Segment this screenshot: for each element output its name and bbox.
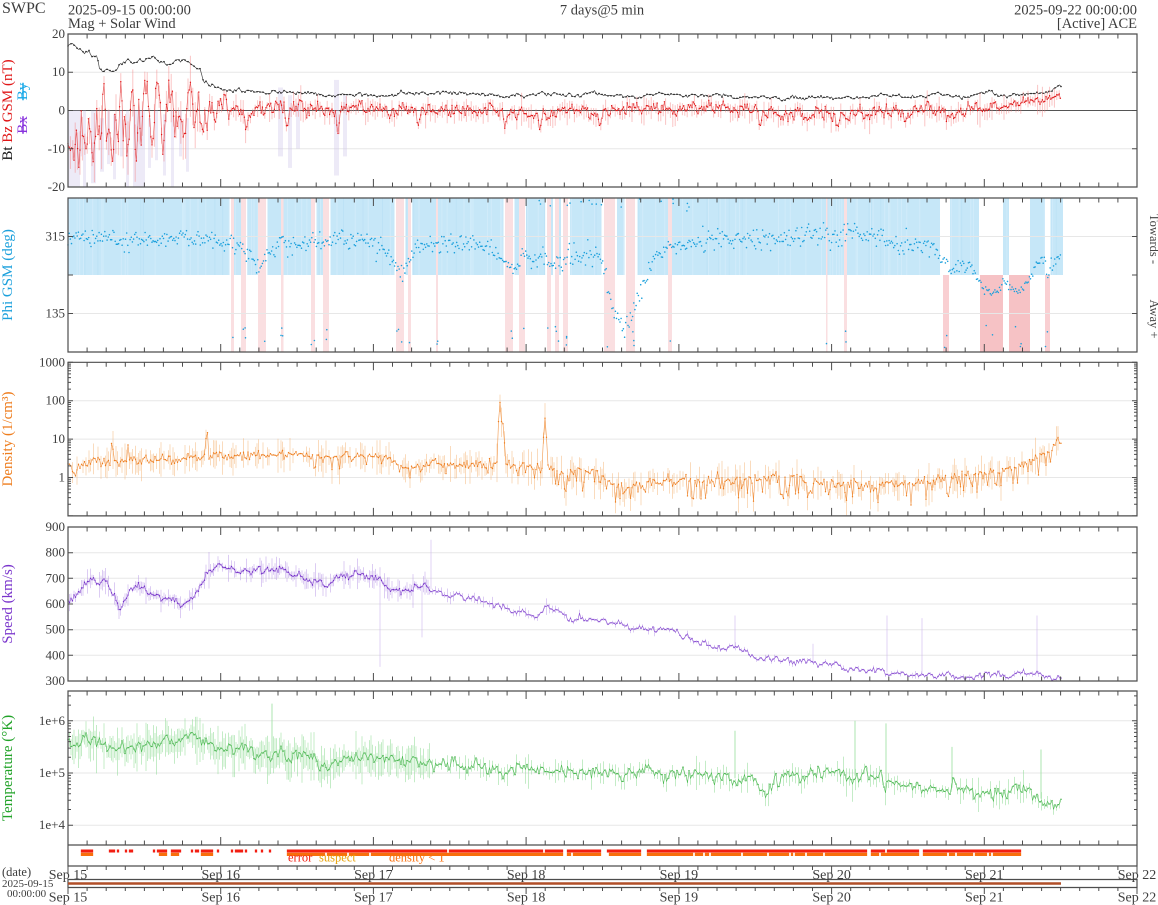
svg-text:Sep 21: Sep 21 [965,868,1004,883]
svg-text:1: 1 [59,470,66,485]
svg-text:Away +: Away + [1147,300,1158,339]
svg-text:Density (1/cm³): Density (1/cm³) [0,392,16,487]
svg-text:density < 1: density < 1 [389,851,445,865]
svg-text:20: 20 [52,26,65,41]
svg-text:Sep 16: Sep 16 [201,891,240,905]
svg-text:Sep 15: Sep 15 [49,891,88,905]
svg-text:By: By [15,82,31,100]
svg-text:Speed (km/s): Speed (km/s) [0,564,16,644]
svg-text:Sep 20: Sep 20 [812,868,851,883]
svg-text:Mag + Solar Wind: Mag + Solar Wind [68,16,176,32]
svg-text:Sep 18: Sep 18 [507,868,546,883]
svg-text:SWPC: SWPC [2,0,46,17]
svg-text:(date): (date) [2,865,31,879]
svg-text:Sep 17: Sep 17 [354,868,393,883]
svg-text:Sep 19: Sep 19 [660,891,699,905]
svg-text:Phi GSM (deg): Phi GSM (deg) [0,229,16,321]
svg-text:7 days@5 min: 7 days@5 min [560,2,645,18]
svg-text:[Active] ACE: [Active] ACE [1057,16,1137,32]
svg-text:Temperature (°K): Temperature (°K) [0,715,16,821]
svg-text:Sep 17: Sep 17 [354,891,393,905]
svg-text:2025-09-15 00:00:00: 2025-09-15 00:00:00 [68,2,191,18]
svg-text:-10: -10 [48,141,65,156]
svg-text:400: 400 [46,647,66,662]
svg-text:10: 10 [52,64,65,79]
svg-text:Bt Bz GSM (nT): Bt Bz GSM (nT) [0,59,16,160]
svg-text:00:00:00: 00:00:00 [7,888,47,900]
svg-text:Sep 20: Sep 20 [812,891,851,905]
svg-text:Sep 21: Sep 21 [965,891,1004,905]
svg-text:1e+6: 1e+6 [39,713,66,728]
svg-text:-20: -20 [48,179,65,194]
svg-text:1000: 1000 [39,354,65,369]
svg-text:suspect: suspect [319,851,356,865]
svg-text:100: 100 [46,393,66,408]
svg-text:1e+5: 1e+5 [39,765,65,780]
svg-text:Sep 19: Sep 19 [660,868,699,883]
svg-text:Towards -: Towards - [1147,214,1158,264]
svg-text:Sep 22: Sep 22 [1118,891,1157,905]
svg-text:900: 900 [46,519,66,534]
svg-text:0: 0 [59,103,66,118]
svg-text:135: 135 [46,306,66,321]
svg-text:2025-09-15: 2025-09-15 [2,878,54,890]
svg-text:2025-09-22 00:00:00: 2025-09-22 00:00:00 [1014,2,1137,18]
svg-text:700: 700 [46,570,66,585]
svg-text:500: 500 [46,622,66,637]
svg-text:Bx: Bx [15,116,31,134]
svg-text:800: 800 [46,545,66,560]
svg-text:315: 315 [46,229,66,244]
svg-text:Sep 22: Sep 22 [1118,868,1157,883]
svg-text:Sep 15: Sep 15 [49,868,88,883]
svg-text:Sep 18: Sep 18 [507,891,546,905]
svg-text:error: error [288,851,313,865]
svg-text:10: 10 [52,431,65,446]
svg-text:Sep 16: Sep 16 [201,868,240,883]
svg-text:1e+4: 1e+4 [39,817,66,832]
svg-text:600: 600 [46,596,66,611]
svg-text:300: 300 [46,673,66,688]
